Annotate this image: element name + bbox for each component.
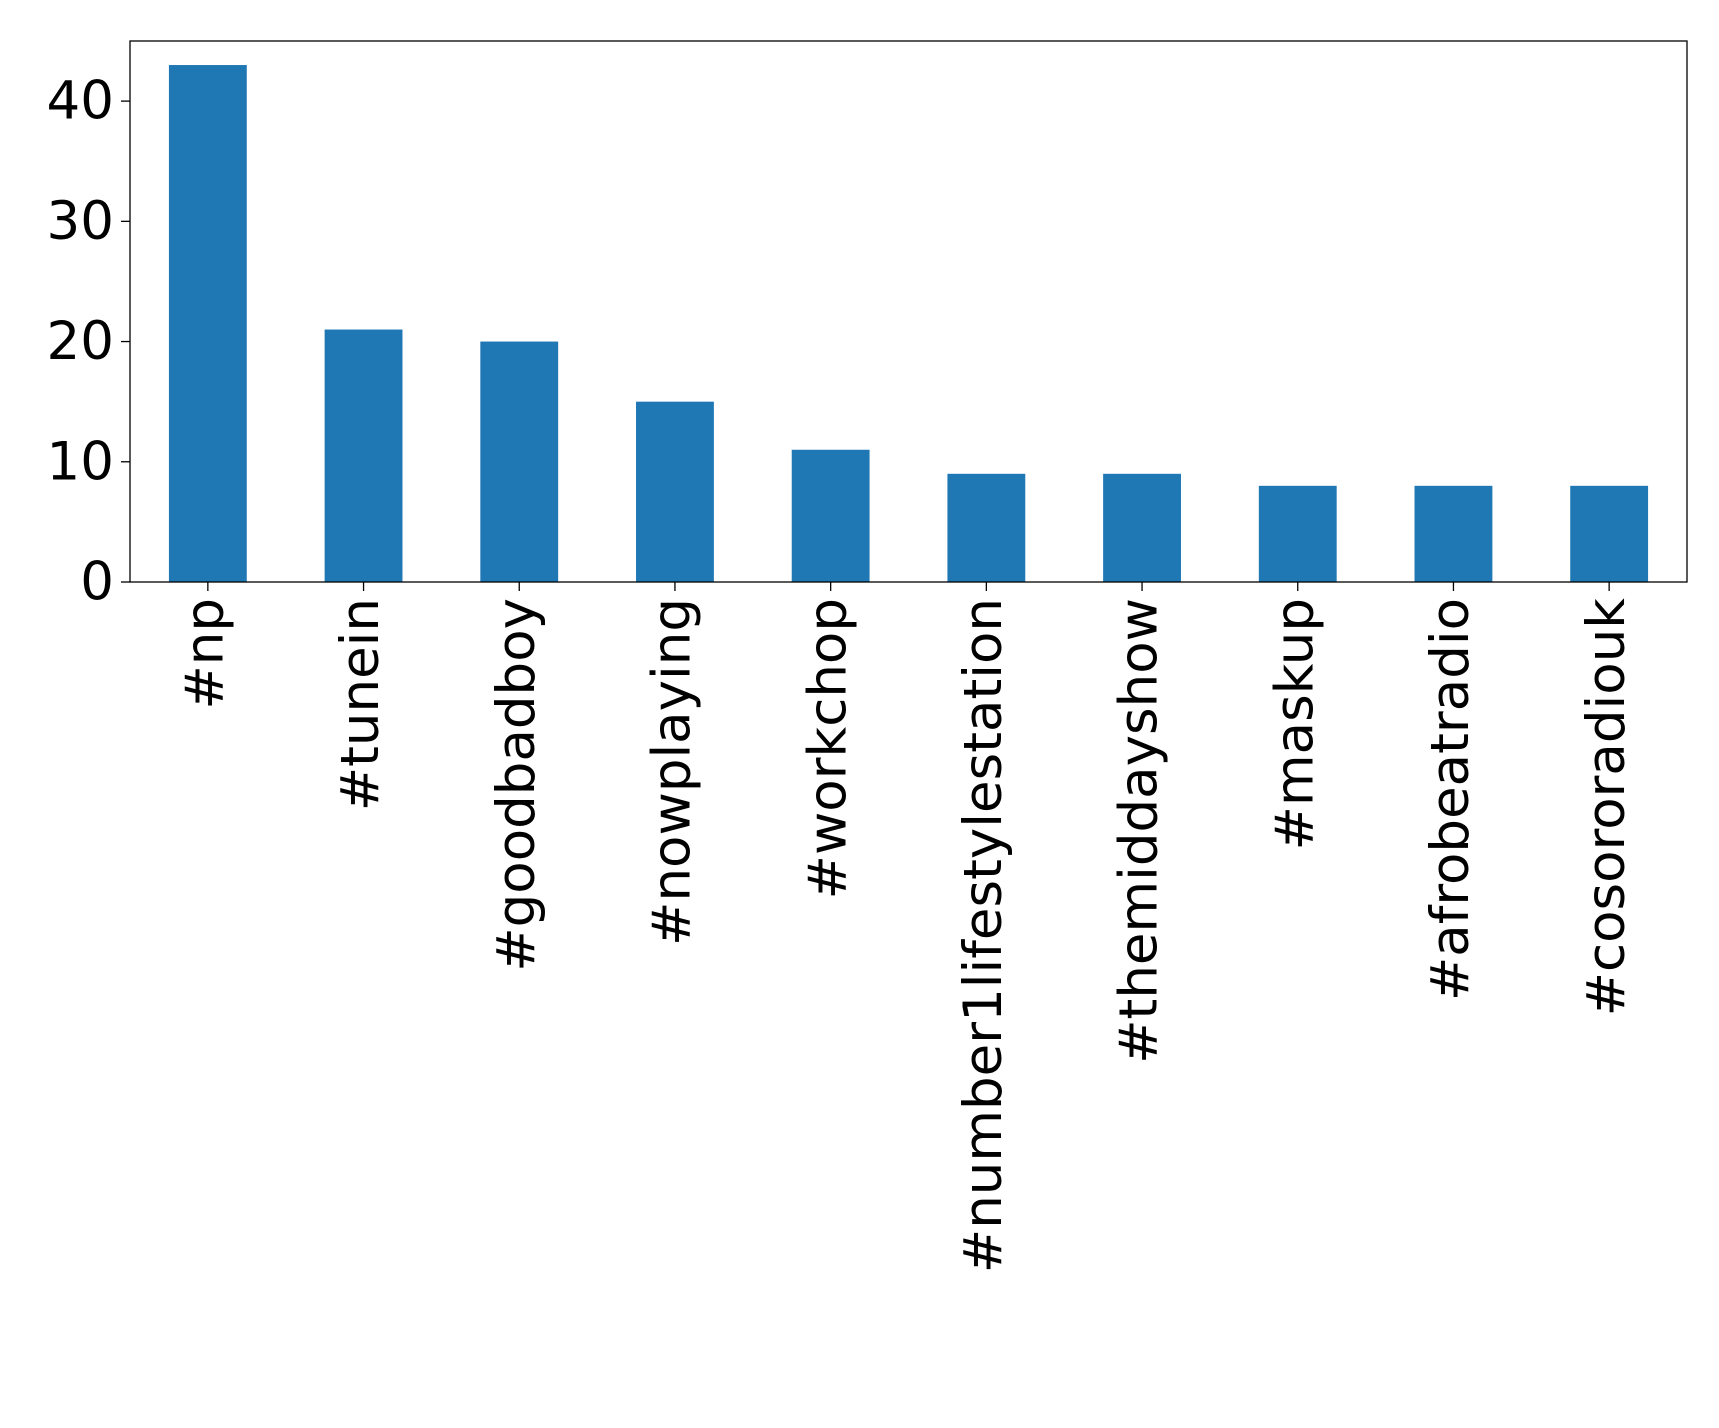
x-tick-label: #themiddayshow — [1109, 598, 1170, 1064]
x-tick-label: #np — [174, 598, 235, 710]
x-tick-label: #tunein — [330, 598, 391, 811]
y-tick-label: 40 — [47, 71, 114, 132]
x-tick-label: #workchop — [797, 598, 858, 899]
y-tick-label: 30 — [47, 191, 114, 252]
x-tick-label: #afrobeatradio — [1420, 598, 1481, 1001]
x-tick-label: #goodbadboy — [486, 598, 547, 972]
x-tick-label: #maskup — [1264, 598, 1325, 850]
bar — [1570, 485, 1649, 582]
bar — [1103, 473, 1181, 582]
bar — [1414, 485, 1493, 582]
x-tick-label: #cosororadiouk — [1576, 598, 1637, 1017]
plot-frame — [129, 40, 1688, 583]
y-tick-label: 10 — [47, 431, 114, 492]
bar — [947, 473, 1026, 582]
bar — [1258, 485, 1337, 582]
y-tick-label: 20 — [47, 311, 114, 372]
bar — [636, 401, 714, 582]
x-tick-label: #number1lifestylestation — [953, 598, 1014, 1273]
bar — [480, 341, 559, 582]
bar — [168, 65, 247, 583]
bar — [324, 329, 403, 582]
y-tick-label: 0 — [80, 552, 114, 613]
x-tick-label: #nowplaying — [642, 598, 703, 946]
bar — [791, 449, 870, 582]
